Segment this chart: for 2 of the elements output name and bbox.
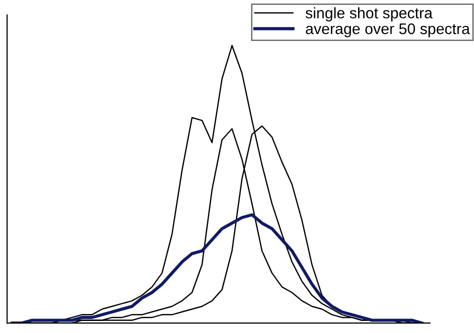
legend-label: average over 50 spectra: [306, 23, 470, 38]
legend-label: single shot spectra: [306, 7, 433, 22]
